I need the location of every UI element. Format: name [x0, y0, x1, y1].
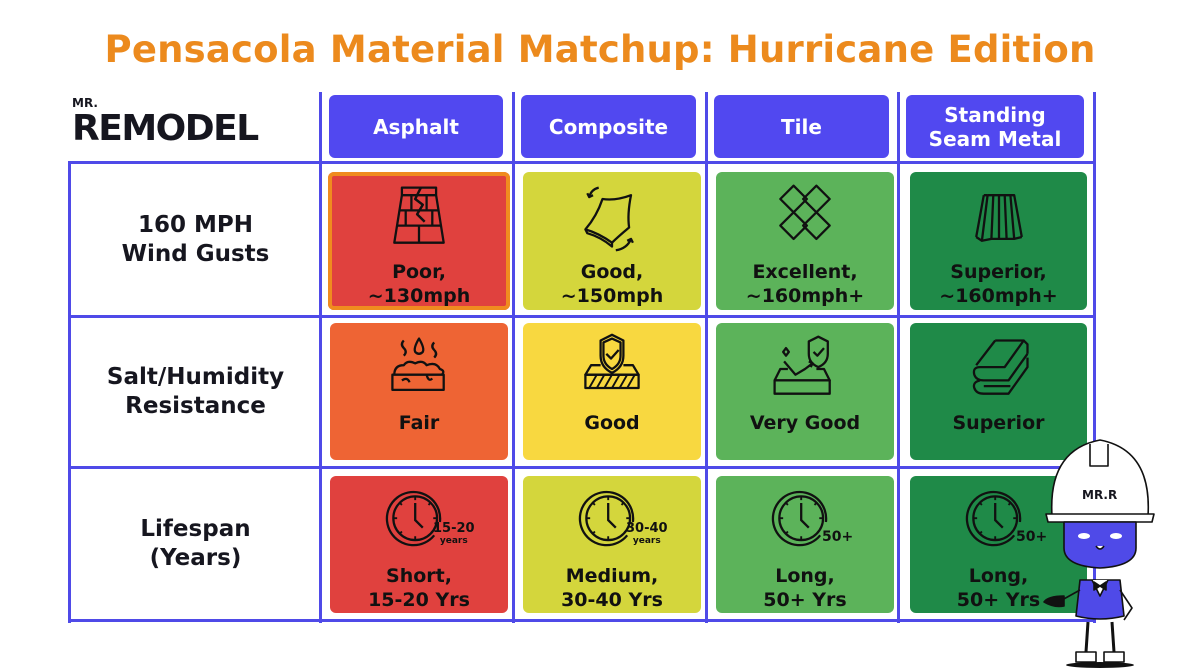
clock-icon: [578, 490, 635, 547]
badge-number: 15-20: [433, 521, 475, 536]
cell-composite-salt: Good: [523, 323, 701, 460]
logo-prefix: MR.: [72, 96, 98, 110]
cell-metal-salt: Superior: [910, 323, 1087, 460]
grid-line: [68, 161, 1096, 164]
grid-line: [68, 315, 1096, 318]
column-header-asphalt: Asphalt: [329, 95, 503, 158]
shield-layer-icon: [584, 333, 640, 390]
cell-asphalt-wind: Poor, ~130mph: [328, 172, 510, 310]
badge-number: 50+: [822, 529, 854, 545]
clock-icon: [771, 490, 828, 547]
interlocking-tiles-icon: [779, 184, 831, 241]
grid-line: [1093, 92, 1096, 623]
stacked-sheets-icon: [972, 339, 1029, 395]
corrosion-icon: [391, 337, 445, 392]
cell-composite-lifespan: 30-40 years Medium, 30-40 Yrs: [523, 476, 701, 613]
page-title: Pensacola Material Matchup: Hurricane Ed…: [104, 28, 1096, 71]
rating-value: Superior, ~160mph+: [939, 261, 1058, 307]
rating-value: Short, 15-20 Yrs: [368, 565, 470, 611]
row-label-lifespan: Lifespan (Years): [140, 516, 251, 571]
cell-tile-lifespan: 50+ Long, 50+ Yrs: [716, 476, 894, 613]
rating-value: Long, 50+ Yrs: [956, 565, 1041, 611]
years-badge: 30-40 years: [626, 521, 668, 547]
flexible-sheet-icon: [584, 186, 634, 252]
grid-line: [897, 92, 900, 623]
grid-line: [68, 162, 71, 623]
grid-line: [512, 92, 515, 623]
logo-wordmark: REMODEL: [72, 108, 259, 149]
rating-value: Excellent, ~160mph+: [745, 261, 865, 307]
cell-asphalt-salt: Fair: [330, 323, 508, 460]
rating-value: Very Good: [749, 412, 861, 434]
rating-value: Poor, ~130mph: [367, 261, 471, 307]
mascot-robot-icon: [1043, 439, 1155, 668]
cell-composite-wind: Good, ~150mph: [523, 172, 701, 310]
row-label-wind: 160 MPH Wind Gusts: [121, 211, 270, 267]
metal-panel-icon: [974, 194, 1023, 242]
cell-metal-lifespan: 50+ Long, 50+ Yrs: [910, 476, 1087, 613]
rating-value: Long, 50+ Yrs: [763, 565, 847, 611]
row-label-salt-humidity: Salt/Humidity Resistance: [106, 364, 285, 419]
grid-line: [705, 92, 708, 623]
cracked-shingle-icon: [393, 186, 445, 244]
shield-sparkle-icon: [773, 335, 831, 395]
years-badge: 15-20 years: [433, 521, 475, 547]
clock-icon: [965, 490, 1021, 547]
cell-tile-salt: Very Good: [716, 323, 894, 460]
rating-value: Superior: [952, 412, 1045, 434]
column-header-tile: Tile: [714, 95, 889, 158]
rating-value: Good: [584, 412, 640, 434]
badge-unit: years: [439, 536, 468, 546]
rating-value: Good, ~150mph: [560, 261, 664, 307]
mascot-helmet-label: MR.R: [1082, 488, 1118, 502]
column-header-composite: Composite: [521, 95, 696, 158]
cell-tile-wind: Excellent, ~160mph+: [716, 172, 894, 310]
rating-value: Fair: [398, 412, 440, 434]
cell-metal-wind: Superior, ~160mph+: [910, 172, 1087, 310]
grid-line: [68, 619, 1096, 622]
grid-line: [68, 466, 1096, 469]
badge-number: 50+: [1016, 529, 1048, 545]
badge-unit: years: [632, 536, 661, 546]
badge-number: 30-40: [626, 521, 668, 536]
brand-logo: MR. REMODEL: [72, 96, 312, 152]
grid-line: [319, 92, 322, 623]
rating-value: Medium, 30-40 Yrs: [561, 565, 663, 611]
clock-icon: [385, 490, 442, 547]
column-header-standing-seam-metal: Standing Seam Metal: [906, 95, 1084, 158]
cell-asphalt-lifespan: 15-20 years Short, 15-20 Yrs: [330, 476, 508, 613]
